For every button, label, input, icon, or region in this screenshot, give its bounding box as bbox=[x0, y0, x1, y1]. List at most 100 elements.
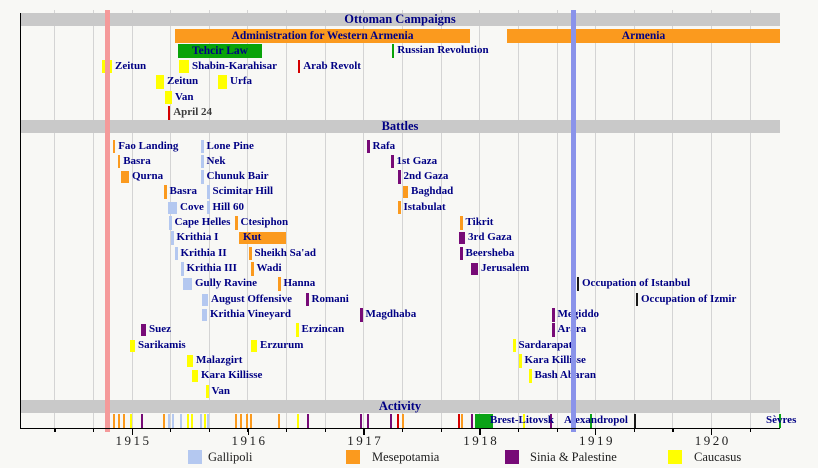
activity-tick bbox=[207, 414, 210, 428]
battles-section-bar: Battles bbox=[20, 118, 780, 133]
battle-label[interactable]: Magdhaba bbox=[365, 308, 417, 321]
battle-label[interactable]: Scimitar Hill bbox=[212, 185, 274, 198]
battle-label[interactable]: Sardarapat bbox=[518, 338, 573, 351]
campaign-label[interactable]: Russian Revolution bbox=[397, 44, 489, 56]
campaign-label[interactable]: Zeitun bbox=[115, 59, 147, 72]
battle-label[interactable]: Rafa bbox=[372, 139, 396, 152]
battles-section-title: Battles bbox=[381, 118, 419, 133]
battle-label[interactable]: Ctesiphon bbox=[240, 216, 289, 229]
battle-label[interactable]: Nek bbox=[206, 154, 226, 167]
battle-label[interactable]: Lone Pine bbox=[206, 139, 254, 152]
battle-label[interactable]: 2nd Gaza bbox=[403, 170, 449, 183]
battle-marker bbox=[296, 323, 299, 337]
campaign-marker bbox=[179, 59, 189, 73]
battle-label[interactable]: Krithia III bbox=[186, 262, 237, 275]
activity-tick bbox=[118, 414, 121, 428]
activity-tick bbox=[187, 414, 190, 428]
battle-label[interactable]: Suez bbox=[149, 323, 171, 336]
activity-tick bbox=[240, 414, 243, 428]
campaign-bar-label[interactable]: Tehcir Law bbox=[192, 44, 248, 57]
axis-minor-tick bbox=[208, 428, 211, 432]
battle-label[interactable]: Wadi bbox=[256, 262, 282, 275]
battle-label[interactable]: Jerusalem bbox=[481, 262, 530, 275]
activity-tick bbox=[297, 414, 300, 428]
axis-major-tick bbox=[131, 428, 133, 435]
axis-major-tick bbox=[710, 428, 713, 435]
battle-label[interactable]: Basra bbox=[169, 185, 198, 198]
battle-label[interactable]: Megiddo bbox=[557, 308, 600, 321]
battle-label[interactable]: Erzincan bbox=[301, 323, 345, 336]
battle-label[interactable]: Krithia II bbox=[180, 246, 227, 259]
battle-label[interactable]: Krithia I bbox=[176, 231, 219, 244]
battle-marker bbox=[519, 354, 522, 368]
campaign-label[interactable]: Van bbox=[175, 90, 194, 103]
legend-label: Caucasus bbox=[694, 450, 742, 464]
campaign-marker bbox=[165, 90, 172, 104]
battle-label[interactable]: Fao Landing bbox=[118, 139, 179, 152]
legend-swatch-mesepotamia bbox=[346, 450, 360, 464]
activity-label[interactable]: Brest-Litovsk bbox=[490, 414, 554, 426]
axis-minor-tick bbox=[556, 428, 558, 432]
battle-label[interactable]: Qurna bbox=[132, 170, 164, 183]
campaign-label[interactable]: Arab Revolt bbox=[303, 59, 361, 72]
armistice-line bbox=[571, 10, 576, 432]
activity-tick bbox=[471, 414, 474, 428]
battle-marker bbox=[367, 139, 370, 153]
battle-label[interactable]: Gully Ravine bbox=[195, 277, 258, 290]
battle-label[interactable]: Istabulat bbox=[403, 200, 446, 213]
activity-label[interactable]: Sèvres bbox=[766, 414, 797, 426]
battle-label[interactable]: Occupation of Izmir bbox=[641, 292, 737, 305]
gridline bbox=[208, 10, 210, 428]
battle-label[interactable]: Kara Killisse bbox=[201, 369, 263, 382]
activity-label[interactable]: Alexandropol bbox=[564, 414, 628, 426]
battle-label[interactable]: August Offensive bbox=[211, 292, 292, 305]
chart-left-border bbox=[20, 13, 21, 428]
battle-label[interactable]: Van bbox=[211, 384, 231, 397]
battle-label[interactable]: Tikrit bbox=[465, 216, 494, 229]
battle-label[interactable]: Hanna bbox=[283, 277, 316, 290]
campaign-marker bbox=[168, 106, 171, 120]
battle-label[interactable]: Krithia Vineyard bbox=[210, 308, 291, 321]
battle-label[interactable]: Basra bbox=[123, 154, 151, 167]
battle-label[interactable]: Chunuk Bair bbox=[206, 170, 269, 183]
gridline bbox=[749, 10, 751, 428]
battle-label[interactable]: 3rd Gaza bbox=[468, 231, 512, 244]
battle-label[interactable]: Hill 60 bbox=[212, 200, 244, 213]
battle-marker bbox=[403, 186, 408, 199]
campaign-label[interactable]: Urfa bbox=[230, 75, 252, 87]
legend-label: Mesepotamia bbox=[372, 450, 440, 464]
battle-marker bbox=[235, 216, 238, 230]
activity-tick bbox=[397, 414, 400, 428]
activity-marker bbox=[590, 414, 593, 428]
legend-label: Gallipoli bbox=[208, 450, 253, 464]
battle-marker bbox=[130, 339, 135, 352]
battle-marker bbox=[552, 323, 555, 337]
activity-tick bbox=[200, 414, 203, 428]
battle-label[interactable]: Sheikh Sa'ad bbox=[254, 246, 316, 259]
battle-label[interactable]: Cove bbox=[180, 200, 204, 213]
battle-label[interactable]: Baghdad bbox=[411, 185, 454, 198]
battle-label[interactable]: Occupation of Istanbul bbox=[582, 277, 691, 290]
campaign-bar-label[interactable]: Armenia bbox=[621, 29, 666, 42]
battle-label[interactable]: Erzurum bbox=[260, 338, 304, 351]
battle-label[interactable]: Romani bbox=[311, 292, 349, 305]
battle-marker bbox=[577, 277, 579, 291]
battle-marker bbox=[306, 292, 309, 307]
battle-label[interactable]: Kara Killisse bbox=[524, 354, 586, 367]
battle-label[interactable]: Kut bbox=[243, 231, 262, 244]
battle-marker bbox=[249, 246, 252, 261]
battle-label[interactable]: Malazgirt bbox=[196, 354, 243, 367]
battle-label[interactable]: 1st Gaza bbox=[396, 154, 438, 167]
battle-marker bbox=[168, 201, 177, 214]
battle-label[interactable]: Bash Abaran bbox=[534, 369, 596, 382]
battle-label[interactable]: Beersheba bbox=[465, 246, 515, 259]
battle-label[interactable]: Sarikamis bbox=[138, 338, 186, 351]
battle-marker bbox=[187, 354, 193, 367]
battle-marker bbox=[121, 170, 129, 183]
campaign-label[interactable]: April 24 bbox=[173, 106, 212, 118]
battle-label[interactable]: Cape Helles bbox=[174, 216, 231, 229]
campaign-label[interactable]: Shabin-Karahisar bbox=[192, 59, 277, 72]
campaign-bar-label[interactable]: Administration for Western Armenia bbox=[231, 29, 414, 42]
campaign-label[interactable]: Zeitun bbox=[167, 75, 199, 87]
campaign-bar bbox=[178, 44, 262, 58]
